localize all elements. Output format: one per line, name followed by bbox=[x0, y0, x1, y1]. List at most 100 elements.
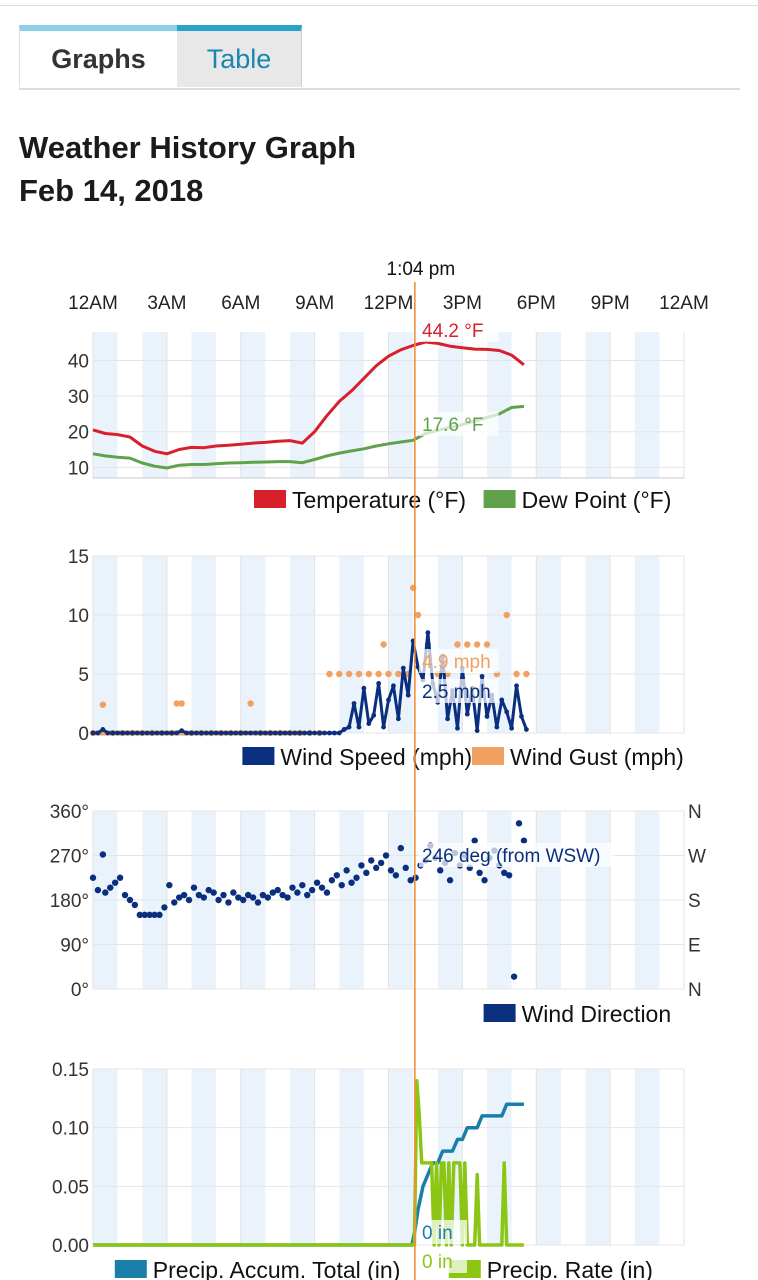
gust-point bbox=[173, 700, 180, 707]
readout-background bbox=[419, 649, 499, 673]
wind-direction-readout: 246 deg (from WSW) bbox=[422, 846, 600, 867]
legend-label: Precip. Accum. Total (in) bbox=[153, 1257, 401, 1280]
compass-tick-label: N bbox=[688, 802, 702, 823]
direction-point bbox=[382, 852, 390, 859]
speed-point bbox=[213, 730, 219, 736]
direction-point bbox=[353, 874, 360, 881]
speed-point bbox=[366, 721, 372, 726]
hour-band bbox=[634, 1069, 660, 1245]
direction-point bbox=[161, 904, 168, 911]
y-tick-label: 270° bbox=[50, 847, 89, 868]
speed-point bbox=[391, 683, 396, 689]
precipitation-chart: 0.00 0.05 0.10 0.15 bbox=[52, 1060, 685, 1257]
direction-point bbox=[318, 884, 326, 891]
time-cursor[interactable]: 1:04 pm 44.2 °F 17.6 °F 4.9 mph 2.5 mph 246 d… bbox=[387, 259, 614, 1280]
speed-point bbox=[356, 724, 362, 730]
tab-table[interactable]: Table bbox=[177, 25, 302, 87]
direction-point bbox=[269, 889, 276, 896]
direction-point bbox=[510, 973, 518, 980]
speed-point bbox=[479, 673, 485, 679]
speed-point bbox=[228, 730, 234, 736]
y-tick-label: 15 bbox=[68, 547, 89, 568]
speed-point bbox=[464, 711, 470, 717]
gust-point bbox=[178, 700, 185, 707]
direction-point bbox=[520, 837, 528, 844]
series-line bbox=[93, 1078, 524, 1247]
speed-point bbox=[322, 730, 327, 736]
hour-band bbox=[240, 556, 266, 733]
speed-point bbox=[169, 730, 175, 736]
speed-point bbox=[519, 714, 524, 719]
legend-swatch bbox=[472, 747, 504, 765]
direction-point bbox=[200, 894, 208, 901]
hour-band bbox=[142, 556, 167, 733]
time-tick-label: 6PM bbox=[517, 293, 556, 314]
direction-point bbox=[397, 844, 405, 852]
gust-point bbox=[473, 641, 481, 648]
speed-point bbox=[248, 730, 254, 736]
direction-point bbox=[180, 891, 188, 899]
direction-point bbox=[348, 879, 355, 886]
direction-point bbox=[437, 867, 444, 874]
direction-point bbox=[195, 891, 203, 899]
direction-point bbox=[274, 886, 281, 894]
tab-graphs[interactable]: Graphs bbox=[19, 25, 177, 87]
speed-point bbox=[361, 685, 367, 691]
speed-point bbox=[405, 692, 411, 698]
hour-band bbox=[536, 1069, 561, 1245]
speed-point bbox=[203, 730, 209, 736]
series-line bbox=[93, 1102, 524, 1247]
speed-point bbox=[120, 730, 125, 736]
speed-point bbox=[253, 730, 258, 736]
compass-tick-label: N bbox=[688, 980, 702, 1001]
direction-point bbox=[284, 894, 291, 901]
speed-point bbox=[351, 701, 357, 706]
hour-band bbox=[487, 1069, 512, 1245]
time-tick-label: 3AM bbox=[147, 293, 186, 314]
speed-point bbox=[134, 730, 140, 736]
speed-point bbox=[297, 730, 303, 736]
direction-point bbox=[205, 886, 212, 894]
hour-band bbox=[93, 1069, 118, 1245]
y-tick-label: 10 bbox=[68, 606, 89, 627]
direction-point bbox=[99, 851, 107, 858]
speed-point bbox=[262, 730, 268, 736]
y-tick-label: 360° bbox=[50, 802, 89, 823]
gust-point bbox=[464, 641, 471, 648]
hour-band bbox=[634, 332, 660, 478]
gust-point bbox=[395, 670, 402, 678]
hour-band bbox=[191, 332, 217, 478]
speed-point bbox=[105, 730, 111, 736]
direction-point bbox=[294, 889, 301, 896]
speed-point bbox=[95, 730, 101, 736]
readout-background bbox=[419, 1249, 467, 1273]
readout-background bbox=[419, 412, 499, 436]
chart-legends: Dew Point (°F) Temperature (°F) Wind Gust … bbox=[114, 487, 684, 1280]
gust-point bbox=[380, 641, 387, 648]
speed-point bbox=[336, 730, 342, 736]
speed-point bbox=[504, 709, 510, 715]
legend-label: Dew Point (°F) bbox=[522, 487, 672, 513]
cursor-time-label: 1:04 pm bbox=[387, 259, 456, 280]
page-date: Feb 14, 2018 bbox=[19, 173, 204, 208]
speed-point bbox=[341, 727, 347, 732]
speed-point bbox=[233, 730, 239, 736]
speed-point bbox=[208, 730, 214, 736]
legend-swatch bbox=[483, 490, 516, 508]
speed-point bbox=[376, 681, 382, 686]
wind-speed-chart: 0 5 10 15 bbox=[68, 547, 685, 745]
gust-point bbox=[326, 670, 333, 678]
direction-point bbox=[476, 869, 483, 877]
hour-band bbox=[290, 1069, 315, 1245]
direction-point bbox=[402, 864, 409, 872]
speed-point bbox=[381, 724, 386, 730]
hour-band bbox=[339, 332, 364, 478]
hour-band bbox=[240, 332, 266, 478]
y-tick-label: 0.10 bbox=[52, 1119, 89, 1140]
direction-point bbox=[407, 877, 414, 884]
time-tick-label: 6AM bbox=[221, 293, 260, 314]
legend-swatch bbox=[242, 747, 275, 765]
hour-band bbox=[634, 556, 660, 733]
speed-point bbox=[223, 730, 229, 736]
hour-band bbox=[536, 556, 561, 733]
